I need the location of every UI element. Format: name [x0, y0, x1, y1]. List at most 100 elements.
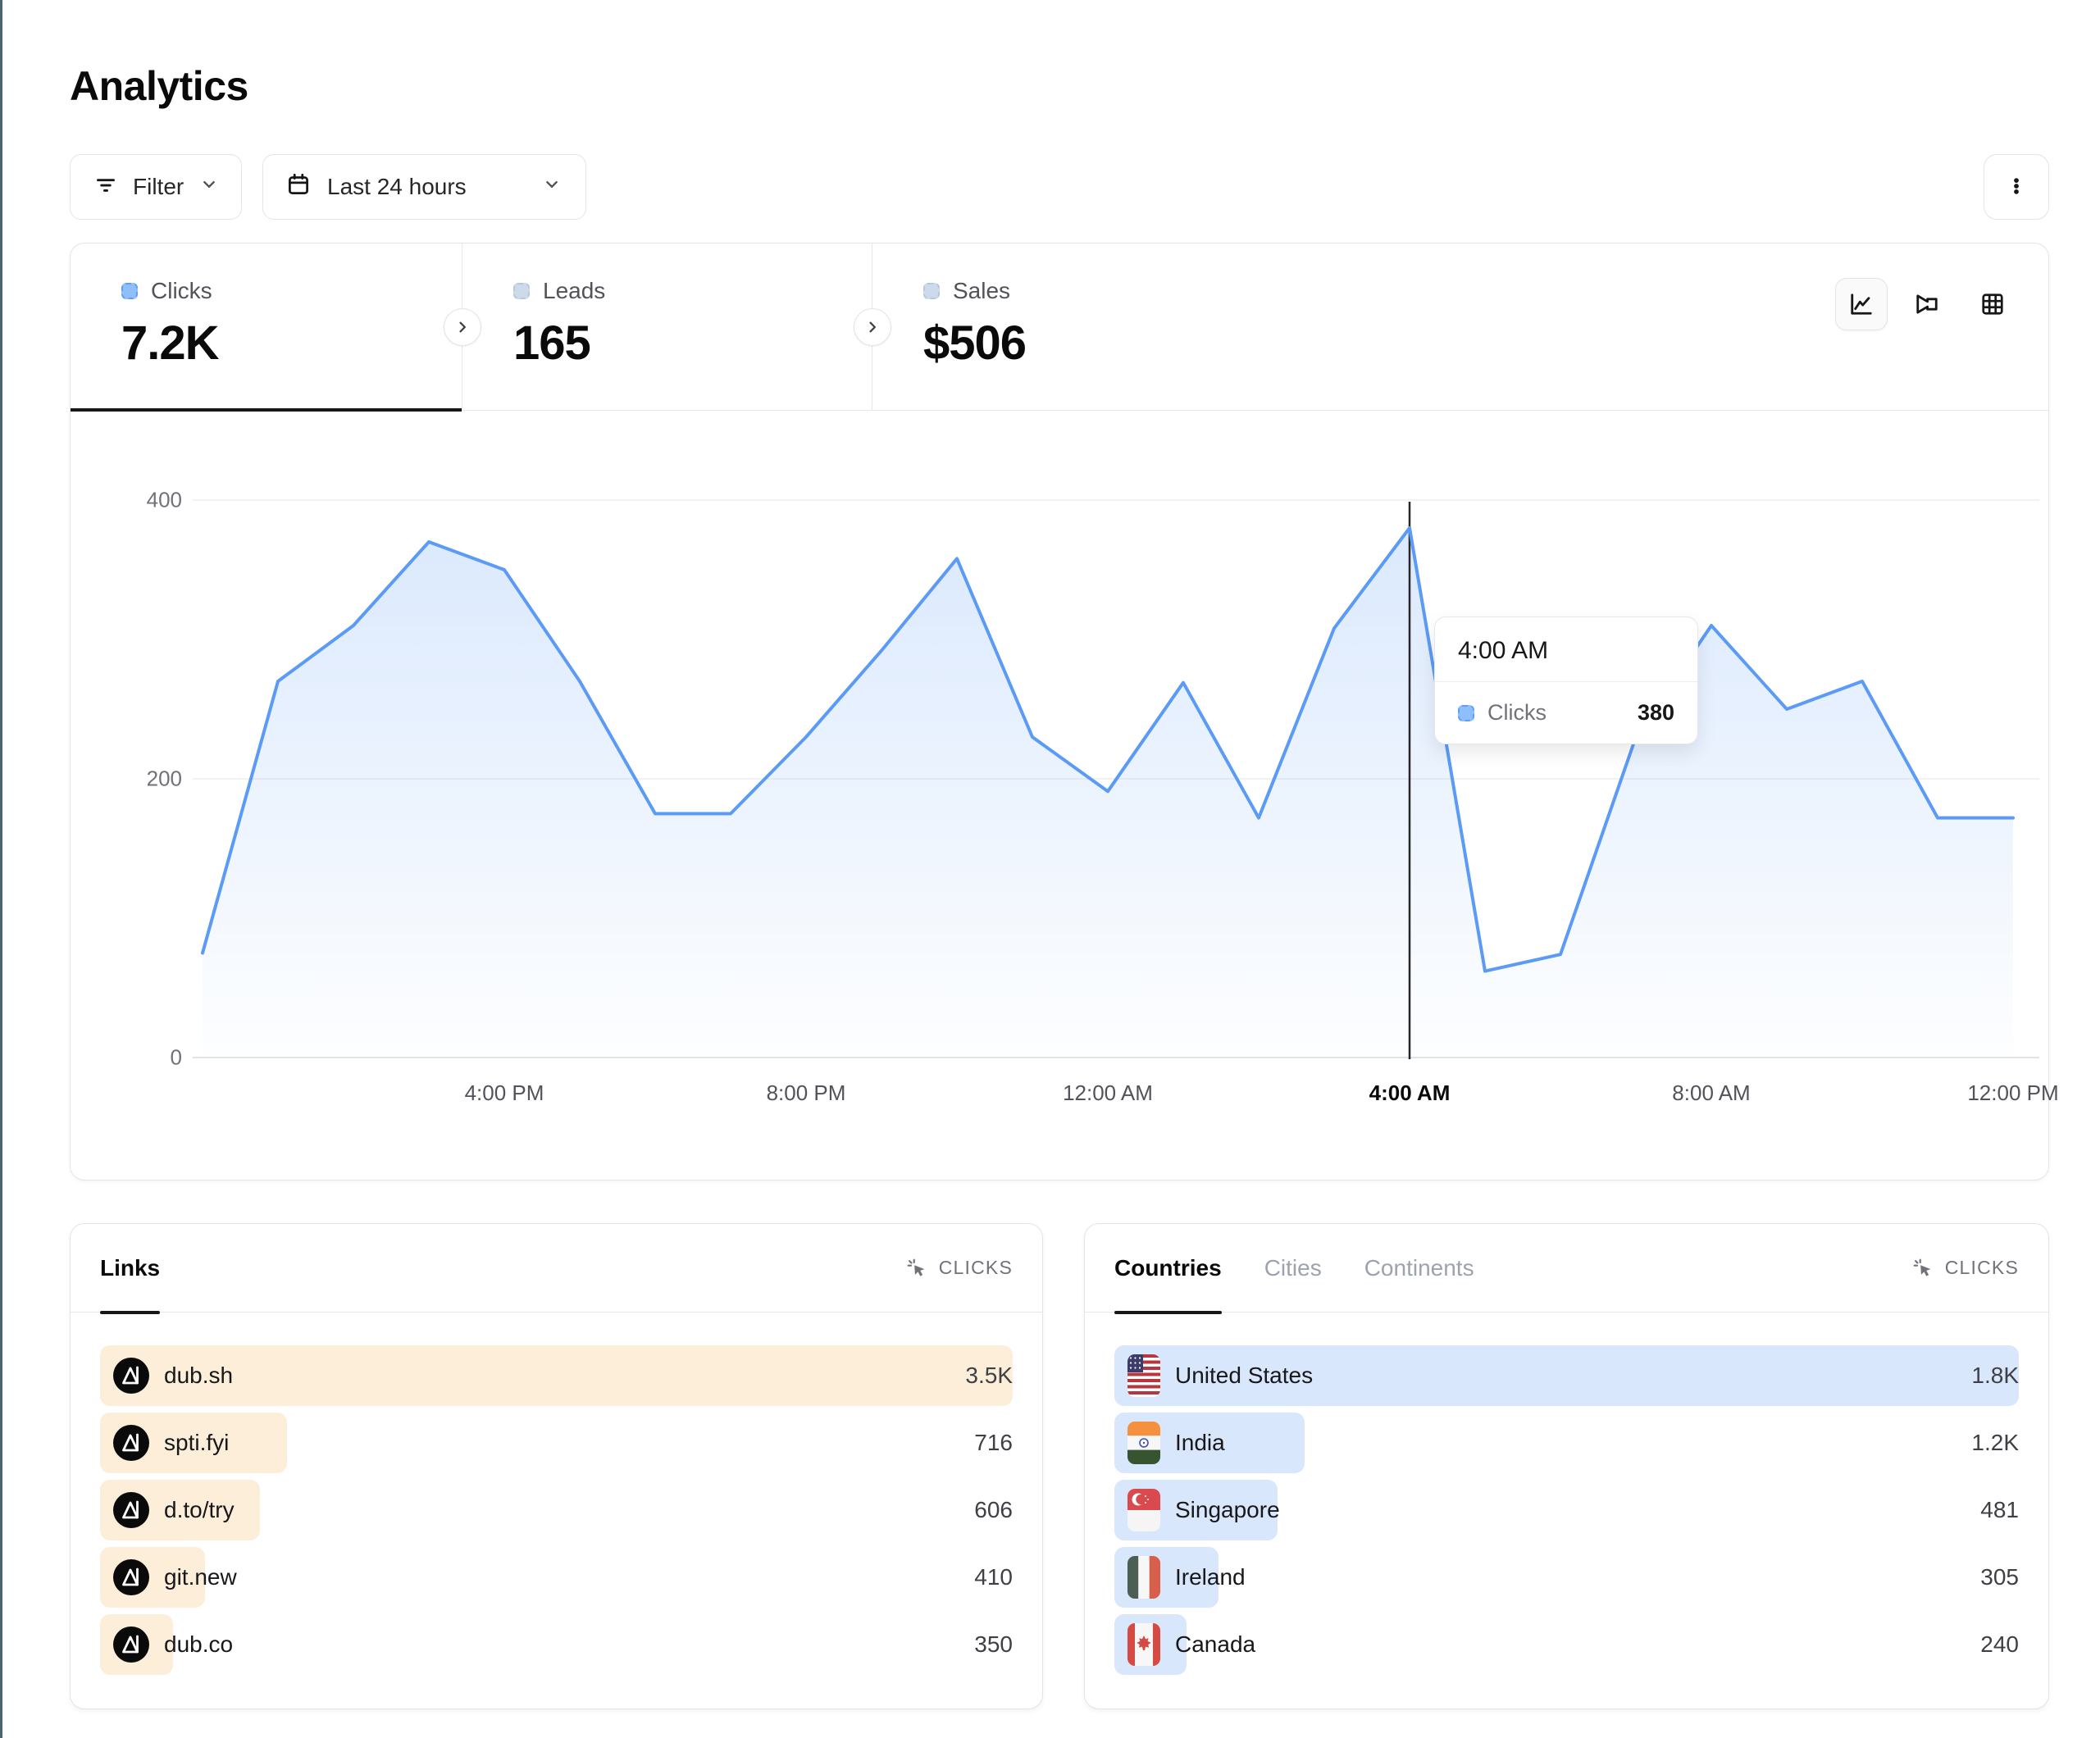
y-tick-label: 400: [146, 487, 182, 512]
expand-leads-button[interactable]: [854, 308, 891, 346]
tab-sales[interactable]: Sales $506: [872, 243, 2048, 410]
chevron-right-icon: [869, 321, 876, 333]
calendar-icon: [285, 171, 312, 204]
dub-logo-icon: [113, 1559, 149, 1595]
item-value: 481: [1980, 1497, 2019, 1522]
item-value: 410: [974, 1564, 1013, 1590]
chart-view-switcher: [1835, 278, 2019, 330]
dub-logo-icon: [113, 1425, 149, 1461]
links-panel: Links CLICKS dub.sh 3.5K spti.fyi 716 d.to/t…: [70, 1223, 1043, 1709]
click-cursor-icon: [907, 1258, 925, 1276]
item-value: 305: [1980, 1564, 2019, 1590]
leads-label: Leads: [543, 278, 606, 303]
analytics-card: Clicks 7.2K Leads 165 Sales $506: [70, 243, 2049, 1181]
list-item[interactable]: Singapore 481: [1114, 1480, 2019, 1540]
more-options-button[interactable]: [1984, 154, 2049, 220]
leads-legend-swatch: [513, 283, 530, 299]
x-tick-label: 8:00 PM: [766, 1081, 846, 1105]
y-tick-label: 200: [146, 766, 182, 791]
table-view-button[interactable]: [1966, 278, 2019, 330]
ireland-flag-icon: [1127, 1556, 1160, 1599]
canada-flag-icon: [1127, 1623, 1160, 1666]
list-item[interactable]: United States 1.8K: [1114, 1345, 2019, 1406]
list-item[interactable]: git.new 410: [100, 1547, 1013, 1608]
tab-countries[interactable]: Countries: [1114, 1224, 1222, 1314]
list-item[interactable]: d.to/try 606: [100, 1480, 1013, 1540]
singapore-flag-icon: [1127, 1489, 1160, 1531]
date-range-label: Last 24 hours: [327, 174, 467, 199]
filter-button-label: Filter: [133, 174, 184, 199]
list-item[interactable]: Ireland 305: [1114, 1547, 2019, 1608]
item-label: United States: [1175, 1363, 1314, 1388]
chart-tooltip: 4:00 AM Clicks 380: [1434, 616, 1698, 744]
links-metric-label: CLICKS: [938, 1257, 1013, 1278]
metric-tabs: Clicks 7.2K Leads 165 Sales $506: [71, 243, 2048, 412]
x-tick-label: 8:00 AM: [1672, 1081, 1751, 1105]
value-bar: [1114, 1345, 2019, 1406]
line-chart-icon: [1851, 293, 1872, 315]
page-title: Analytics: [70, 63, 248, 109]
y-tick-label: 0: [170, 1044, 182, 1070]
countries-metric-label: CLICKS: [1944, 1257, 2019, 1278]
tooltip-legend-swatch: [1458, 704, 1474, 721]
countries-tab-label: Countries: [1114, 1254, 1222, 1281]
links-tab-label: Links: [100, 1254, 161, 1281]
item-value: 3.5K: [965, 1363, 1013, 1388]
tab-cities[interactable]: Cities: [1264, 1224, 1322, 1313]
clicks-legend-swatch: [121, 283, 138, 299]
countries-metric-header[interactable]: CLICKS: [1911, 1256, 2019, 1281]
x-tick-label: 12:00 AM: [1063, 1081, 1153, 1105]
date-range-button[interactable]: Last 24 hours: [262, 154, 586, 220]
filter-button[interactable]: Filter: [70, 154, 242, 220]
filter-icon: [92, 171, 120, 204]
chevron-down-icon: [540, 172, 564, 202]
tab-links[interactable]: Links: [100, 1224, 161, 1314]
funnel-chart-icon: [1916, 294, 1938, 314]
item-label: Singapore: [1175, 1497, 1280, 1522]
links-metric-header[interactable]: CLICKS: [904, 1256, 1013, 1281]
left-accent-stripe: [0, 0, 2, 1738]
item-value: 350: [974, 1631, 1013, 1657]
list-item[interactable]: dub.co 350: [100, 1614, 1013, 1675]
tooltip-time: 4:00 AM: [1435, 617, 1697, 682]
item-value: 1.8K: [1971, 1363, 2019, 1388]
x-tick-label: 4:00 AM: [1369, 1081, 1451, 1105]
table-grid-icon: [1982, 293, 2003, 315]
chevron-down-icon: [197, 172, 221, 202]
tooltip-value: 380: [1637, 700, 1674, 725]
countries-panel: Countries Cities Continents CLICKS Unite…: [1084, 1223, 2049, 1709]
dub-logo-icon: [113, 1492, 149, 1528]
item-label: spti.fyi: [164, 1430, 230, 1455]
item-label: Ireland: [1175, 1564, 1246, 1590]
clicks-value: 7.2K: [121, 316, 220, 370]
tab-clicks[interactable]: Clicks 7.2K: [71, 243, 462, 412]
item-label: d.to/try: [164, 1497, 235, 1522]
sales-value: $506: [923, 316, 1027, 370]
india-flag-icon: [1127, 1422, 1160, 1464]
united-states-flag-icon: [1127, 1354, 1160, 1397]
item-value: 1.2K: [1971, 1430, 2019, 1455]
clicks-label: Clicks: [151, 278, 212, 303]
sales-legend-swatch: [923, 283, 940, 299]
list-item[interactable]: dub.sh 3.5K: [100, 1345, 1013, 1406]
list-item[interactable]: India 1.2K: [1114, 1413, 2019, 1473]
item-value: 240: [1980, 1631, 2019, 1657]
item-label: dub.co: [164, 1631, 234, 1657]
list-item[interactable]: spti.fyi 716: [100, 1413, 1013, 1473]
links-list: dub.sh 3.5K spti.fyi 716 d.to/try 606 git.new 4…: [100, 1345, 1013, 1675]
tooltip-series-label: Clicks: [1487, 700, 1547, 725]
dub-logo-icon: [113, 1358, 149, 1394]
tab-leads[interactable]: Leads 165: [462, 243, 872, 410]
line-chart-view-button[interactable]: [1835, 278, 1888, 330]
continents-tab-label: Continents: [1364, 1254, 1474, 1281]
tab-continents[interactable]: Continents: [1364, 1224, 1474, 1313]
expand-clicks-button[interactable]: [444, 308, 481, 346]
item-value: 606: [974, 1497, 1013, 1522]
list-item[interactable]: Canada 240: [1114, 1614, 2019, 1675]
item-label: Canada: [1175, 1631, 1256, 1657]
item-label: India: [1175, 1430, 1225, 1455]
leads-value: 165: [513, 316, 591, 370]
x-tick-label: 12:00 PM: [1967, 1081, 2059, 1105]
funnel-chart-view-button[interactable]: [1901, 278, 1953, 330]
